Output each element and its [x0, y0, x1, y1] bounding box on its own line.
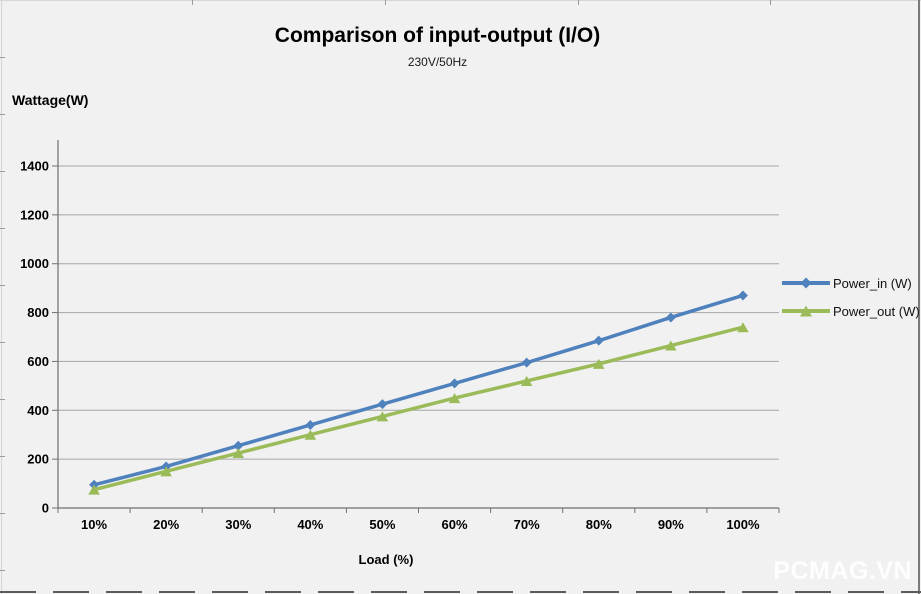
chart-legend: Power_in (W) Power_out (W) [781, 269, 920, 325]
legend-entry-power-out-w-: Power_out (W) [781, 297, 920, 325]
worksheet-column-tick [192, 0, 193, 5]
marker-triangle [520, 375, 533, 386]
worksheet-row-tick [0, 399, 5, 400]
marker-triangle [88, 484, 100, 495]
watermark-pcmag: PCMAG.VN [773, 557, 912, 585]
y-axis-title: Wattage(W) [12, 92, 89, 108]
legend-entry-power-in-w-: Power_in (W) [781, 269, 920, 297]
marker-diamond [377, 399, 388, 410]
x-tick-label: 80% [586, 517, 612, 532]
worksheet-column-tick [770, 0, 771, 5]
marker-diamond [665, 312, 676, 323]
x-tick-label: 20% [153, 517, 179, 532]
chart-border-right [918, 0, 920, 594]
x-axis-title: Load (%) [358, 552, 414, 567]
worksheet-gridline-left [1, 0, 2, 594]
y-tick-label: 1000 [20, 256, 49, 271]
marker-diamond [233, 440, 244, 451]
worksheet-row-tick [0, 456, 5, 457]
y-tick-label: 200 [27, 452, 49, 467]
marker-diamond [305, 419, 316, 430]
y-tick-label: 1400 [20, 159, 49, 174]
marker-triangle [737, 322, 749, 333]
marker-triangle [448, 393, 461, 404]
worksheet-row-tick [0, 285, 5, 286]
worksheet-column-tick [578, 0, 579, 5]
x-tick-label: 40% [297, 517, 323, 532]
worksheet-row-tick [0, 513, 5, 514]
worksheet-row-tick [0, 114, 5, 115]
x-tick-label: 60% [442, 517, 468, 532]
worksheet-row-tick [0, 171, 5, 172]
marker-triangle [160, 466, 172, 477]
worksheet-row-tick [0, 570, 5, 571]
legend-label: Power_in (W) [833, 275, 912, 291]
marker-triangle [592, 358, 605, 369]
worksheet-gridline-bottom [0, 591, 921, 593]
series-line-power-in-w- [92, 293, 745, 487]
marker-triangle [376, 411, 389, 422]
triangle-legend-marker-icon [782, 305, 830, 317]
marker-diamond [593, 335, 604, 346]
worksheet-row-tick [0, 342, 5, 343]
worksheet-column-tick [385, 0, 386, 5]
marker-triangle [232, 448, 245, 459]
y-tick-label: 600 [27, 354, 49, 369]
series-line-power-out-w- [92, 325, 745, 492]
worksheet-row-tick [0, 57, 5, 58]
x-tick-label: 30% [225, 517, 251, 532]
chart-title: Comparison of input-output (I/O) [274, 24, 601, 47]
x-tick-label: 70% [514, 517, 540, 532]
y-tick-label: 1200 [20, 207, 49, 222]
marker-diamond [449, 378, 460, 389]
x-tick-label: 50% [369, 517, 395, 532]
marker-diamond [737, 290, 748, 301]
x-tick-label: 90% [658, 517, 684, 532]
y-tick-label: 400 [27, 403, 49, 418]
y-tick-label: 800 [27, 305, 49, 320]
x-tick-label: 100% [726, 517, 760, 532]
diamond-legend-marker-icon [782, 277, 830, 289]
x-tick-label: 10% [81, 517, 107, 532]
marker-triangle [304, 429, 317, 440]
y-tick-label: 0 [42, 501, 49, 516]
marker-diamond [521, 357, 532, 368]
legend-label: Power_out (W) [833, 303, 920, 319]
worksheet-row-tick [0, 228, 5, 229]
worksheet-gridline-top [0, 0, 921, 1]
chart-subtitle: 230V/50Hz [407, 55, 468, 69]
marker-triangle [665, 340, 677, 351]
